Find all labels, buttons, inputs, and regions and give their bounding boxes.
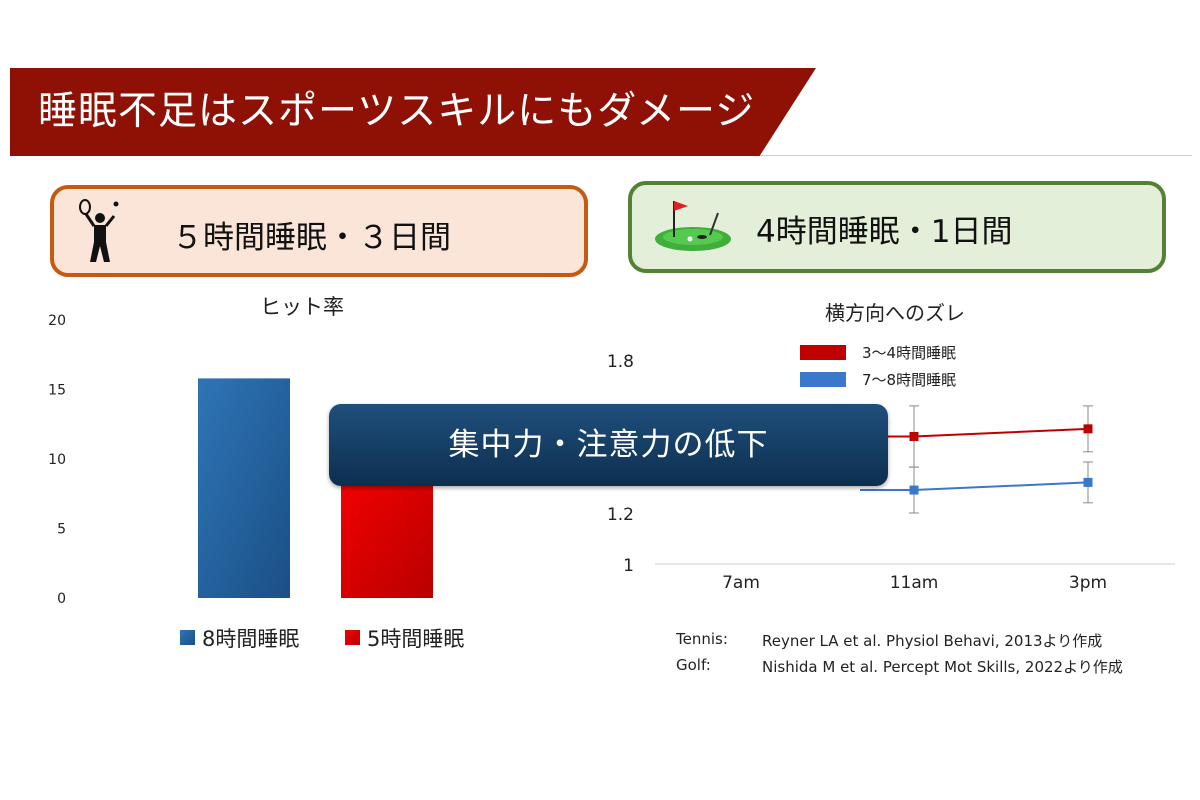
line-legend-label: 7～8時間睡眠	[862, 371, 956, 389]
line-legend-label: 3～4時間睡眠	[862, 344, 956, 362]
line-y-tick-label: 1.2	[607, 505, 634, 525]
bar-legend-label: 8時間睡眠	[202, 627, 299, 651]
line-x-tick-label: 7am	[722, 573, 760, 593]
bar-five-hours	[341, 484, 433, 598]
series-marker	[909, 432, 919, 441]
citation-tennis-source: Reyner LA et al. Physiol Behavi, 2013より作…	[762, 632, 1103, 650]
bar-y-tick-label: 5	[57, 522, 66, 538]
bar-legend-swatch	[345, 630, 360, 645]
title-banner	[10, 68, 816, 156]
series-marker	[909, 485, 919, 495]
slide-title: 睡眠不足はスポーツスキルにもダメージ	[38, 89, 756, 134]
golf-green-icon	[652, 193, 734, 259]
line-legend-swatch	[800, 372, 846, 387]
bar-y-tick-label: 15	[48, 383, 66, 399]
golf-condition-box	[628, 181, 1166, 273]
line-y-tick-label: 1	[623, 556, 634, 576]
citation-golf-source: Nishida M et al. Percept Mot Skills, 202…	[762, 658, 1123, 676]
series-line	[860, 427, 1089, 438]
concentration-banner: 集中力・注意力の低下	[329, 404, 888, 486]
bar-y-tick-label: 0	[57, 591, 66, 607]
line-x-tick-label: 11am	[890, 573, 939, 593]
series-line	[860, 481, 1089, 492]
tennis-condition-label: ５時間睡眠・３日間	[172, 220, 451, 256]
line-chart-title: 横方向へのズレ	[825, 301, 965, 325]
tennis-player-icon	[76, 196, 126, 270]
bar-y-tick-label: 20	[48, 313, 66, 329]
series-marker	[1083, 477, 1093, 487]
bar-legend-label: 5時間睡眠	[367, 627, 464, 651]
golf-condition-label: 4時間睡眠・1日間	[756, 214, 1013, 250]
bar-chart-title: ヒット率	[260, 295, 344, 319]
bar-eight-hours	[198, 378, 290, 598]
citation-tennis-sport: Tennis:	[676, 630, 728, 648]
line-y-tick-label: 1.8	[607, 352, 634, 372]
line-x-tick-label: 3pm	[1069, 573, 1107, 593]
tennis-condition-box	[50, 185, 588, 277]
bar-y-tick-label: 10	[48, 452, 66, 468]
citation-golf-sport: Golf:	[676, 656, 711, 674]
bar-legend-swatch	[180, 630, 195, 645]
title-divider	[760, 155, 1192, 156]
line-legend-swatch	[800, 345, 846, 360]
series-marker	[1083, 424, 1093, 434]
